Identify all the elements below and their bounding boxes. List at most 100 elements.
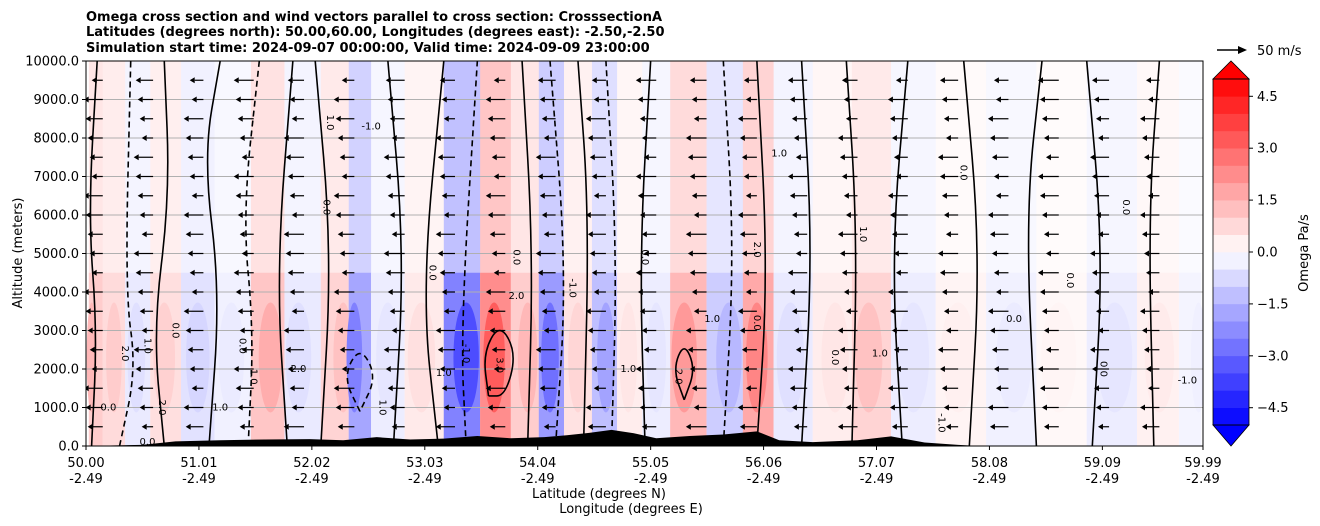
wind-vector-head bbox=[191, 385, 197, 392]
wind-vector bbox=[383, 346, 405, 353]
colorbar-tick-label: −1.5 bbox=[1257, 297, 1289, 312]
wind-vector-head bbox=[693, 115, 699, 122]
omega-core bbox=[568, 302, 588, 413]
wind-vector bbox=[333, 192, 355, 199]
wind-vector-head bbox=[289, 385, 295, 392]
wind-vector bbox=[439, 269, 455, 276]
wind-vector-head bbox=[893, 346, 899, 353]
wind-vector-head bbox=[593, 96, 599, 103]
x-tick-label-lon: -2.49 bbox=[973, 472, 1007, 487]
wind-vector-head bbox=[743, 173, 749, 180]
colorbar-step bbox=[1213, 321, 1249, 339]
wind-vector-head bbox=[189, 77, 195, 84]
wind-vector bbox=[333, 96, 355, 103]
wind-vector bbox=[1091, 269, 1110, 276]
wind-vector bbox=[585, 308, 606, 315]
wind-vector bbox=[537, 77, 556, 84]
contour-label: 0.0 bbox=[237, 338, 248, 354]
wind-vector bbox=[141, 327, 154, 334]
wind-vector bbox=[333, 385, 355, 392]
colorbar-tick-label: 4.5 bbox=[1257, 90, 1278, 105]
wind-vector-head bbox=[537, 269, 543, 276]
wind-vector-head bbox=[1147, 385, 1153, 392]
wind-vector-head bbox=[341, 269, 347, 276]
wind-vector-head bbox=[185, 327, 191, 334]
wind-vector bbox=[543, 423, 556, 430]
wind-vector-head bbox=[793, 231, 799, 238]
wind-vector-head bbox=[86, 404, 91, 411]
wind-vector bbox=[1097, 327, 1110, 334]
wind-vector bbox=[86, 308, 103, 315]
contour-label: 1.0 bbox=[771, 148, 787, 159]
wind-vector-head bbox=[993, 77, 999, 84]
wind-vector bbox=[943, 115, 959, 122]
wind-vector bbox=[787, 269, 808, 276]
wind-vector-head bbox=[995, 96, 1001, 103]
wind-vector bbox=[1145, 269, 1160, 276]
wind-vector bbox=[941, 289, 959, 295]
wind-vector bbox=[435, 135, 455, 141]
wind-vector-head bbox=[937, 346, 943, 353]
contour-label: -1.0 bbox=[935, 413, 946, 433]
omega-core bbox=[646, 302, 667, 413]
x-tick-label-lon: -2.49 bbox=[1086, 472, 1120, 487]
wind-vector-head bbox=[587, 423, 593, 430]
contour-label: 0.0 bbox=[427, 265, 438, 281]
wind-vector bbox=[437, 346, 455, 353]
wind-vector-head bbox=[839, 154, 845, 161]
wind-vector-head bbox=[641, 135, 647, 141]
wind-vector-head bbox=[987, 212, 993, 218]
terrain-layer bbox=[86, 429, 981, 446]
wind-vector-head bbox=[945, 327, 951, 334]
wind-vector bbox=[639, 115, 657, 122]
wind-vector-head bbox=[87, 327, 93, 334]
wind-vector-head bbox=[135, 77, 141, 84]
wind-vector-head bbox=[1089, 346, 1095, 353]
wind-vector bbox=[443, 115, 455, 122]
wind-vector bbox=[235, 385, 254, 392]
wind-vector-head bbox=[589, 346, 595, 353]
wind-vector bbox=[593, 96, 606, 103]
wind-vector bbox=[439, 366, 455, 372]
wind-vector-head bbox=[789, 289, 795, 295]
wind-vector-head bbox=[337, 423, 343, 430]
wind-vector-head bbox=[185, 423, 191, 430]
wind-vector-head bbox=[1095, 212, 1101, 218]
wind-vector bbox=[543, 231, 556, 238]
wind-vector-head bbox=[1039, 192, 1045, 199]
wind-vector-head bbox=[837, 231, 843, 238]
wind-vector bbox=[493, 173, 506, 180]
wind-vector-head bbox=[437, 154, 443, 161]
contour-label: 1.0 bbox=[376, 400, 387, 416]
wind-vector bbox=[237, 404, 254, 411]
wind-vector bbox=[491, 154, 506, 161]
wind-vector bbox=[539, 289, 556, 295]
wind-vector-head bbox=[691, 96, 697, 103]
wind-vector bbox=[337, 423, 355, 430]
wind-vector-head bbox=[893, 154, 899, 161]
wind-vector-head bbox=[86, 212, 91, 218]
wind-vector bbox=[789, 96, 808, 103]
wind-vector-head bbox=[841, 173, 847, 180]
wind-vector-head bbox=[385, 269, 391, 276]
wind-vector bbox=[1093, 289, 1110, 295]
y-axis-ticks: 0.0 1000.0 2000.0 3000.0 4000.0 5000.0 6000.0 7… bbox=[25, 55, 86, 455]
wind-vector-head bbox=[993, 173, 999, 180]
wind-vector-head bbox=[939, 77, 945, 84]
wind-vector bbox=[491, 346, 506, 353]
wind-vector bbox=[137, 289, 154, 295]
wind-vector-head bbox=[1089, 250, 1095, 257]
wind-vector bbox=[887, 192, 908, 199]
wind-vector-head bbox=[941, 192, 947, 199]
wind-vector-head bbox=[1095, 115, 1101, 122]
wind-vector-head bbox=[689, 269, 695, 276]
wind-vector bbox=[135, 77, 154, 84]
wind-vector bbox=[589, 250, 606, 257]
colorbar-step bbox=[1213, 269, 1249, 287]
wind-vector bbox=[991, 154, 1009, 161]
wind-vector-head bbox=[1093, 96, 1099, 103]
wind-vector-head bbox=[585, 308, 591, 315]
wind-vector bbox=[239, 231, 254, 238]
wind-vector bbox=[945, 135, 959, 141]
